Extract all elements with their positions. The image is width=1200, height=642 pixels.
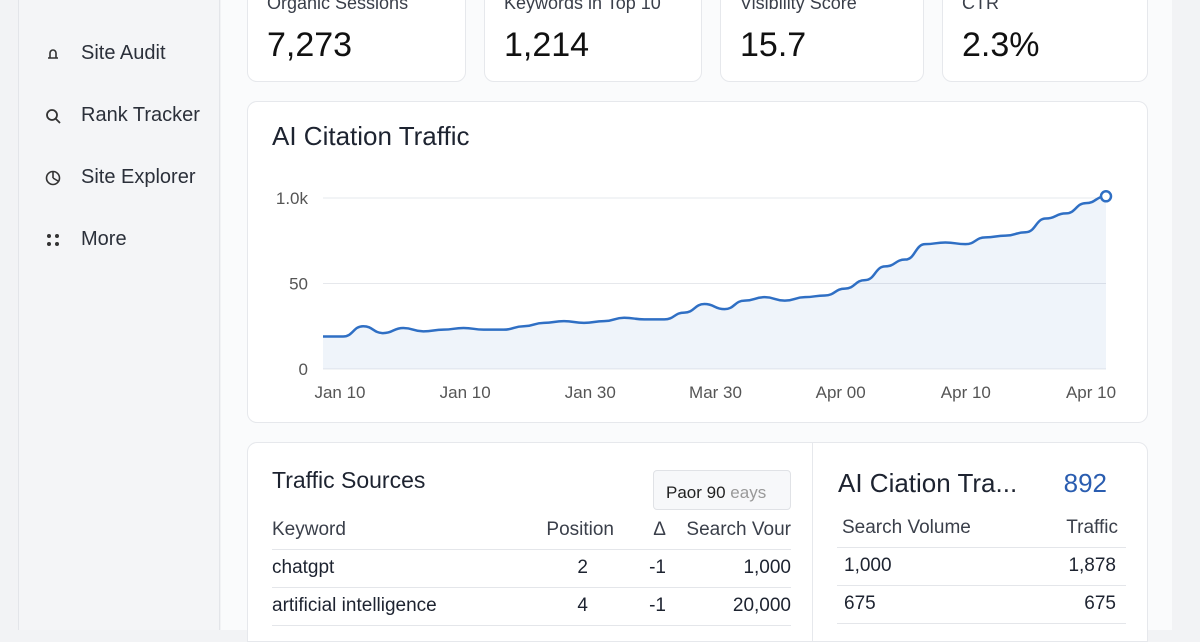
col-header: Position [544, 511, 614, 550]
citation-card: AI Ciation Tra... 892 Search Volume Traff… [812, 442, 1148, 642]
x-tick-label: Jan 30 [565, 383, 616, 402]
y-tick-label: 1.0k [276, 189, 309, 208]
nav-label: More [81, 228, 127, 250]
nav-item[interactable]: Site Explorer [45, 166, 196, 189]
nav-item[interactable]: More [45, 228, 127, 251]
sidebar: Site Audit Rank Tracker Site Explorer Mo… [18, 0, 220, 630]
x-tick-label: Apr 00 [816, 383, 866, 402]
keyword-table: Keyword Position Δ Search Vour chatgpt 2 -1 1,… [272, 511, 791, 626]
kpi-card: CTR 2.3% [942, 0, 1148, 82]
y-tick-label: 50 [289, 275, 308, 294]
area [323, 196, 1106, 369]
cell: 20,000 [666, 587, 791, 626]
chart-title: AI Citation Traffic [272, 121, 470, 151]
traffic-sources-card: Traffic Sources Paor 90 eays Keyword Posi… [247, 442, 813, 642]
cell: 2 [544, 549, 614, 588]
col-header: Traffic [1036, 509, 1126, 548]
button-label: Paor 90 [666, 483, 726, 502]
cell: 675 [837, 585, 1037, 624]
kpi-card: Organic Sessions 7,273 [247, 0, 466, 82]
citation-table: Search Volume Traffic 1,000 1,878 675 675 [837, 509, 1126, 624]
nav-item[interactable]: Rank Tracker [45, 104, 200, 127]
y-tick-label: 0 [299, 360, 308, 379]
x-tick-label: Mar 30 [689, 383, 742, 402]
chart: AI Citation Traffic 0 50 1.0k Jan 10 Jan 10 J… [272, 121, 1116, 402]
card-value: 892 [1063, 468, 1107, 498]
cell: -1 [614, 587, 666, 626]
cell: 675 [1036, 585, 1126, 624]
cell: chatgpt [272, 549, 544, 588]
nav-item[interactable]: Site Audit [45, 42, 166, 65]
kpi-card: Keywords in Top 10 1,214 [484, 0, 702, 82]
end-point [1099, 190, 1113, 203]
x-tick-label: Jan 10 [314, 383, 365, 402]
kpi-value: 15.7 [740, 26, 807, 64]
col-header: Δ [614, 511, 666, 550]
x-tick-label: Apr 10 [1066, 383, 1116, 402]
cell: -1 [614, 549, 666, 588]
nav-label: Site Audit [81, 42, 166, 64]
card-title: Traffic Sources [272, 467, 426, 493]
kpi-value: 7,273 [267, 26, 353, 64]
kpi-label: Visibility Score [740, 0, 857, 13]
x-tick-label: Jan 10 [440, 383, 491, 402]
cell: 1,000 [837, 547, 1037, 586]
cell: 1,878 [1036, 547, 1126, 586]
button-label: eays [730, 483, 767, 502]
col-header: Search Vour [666, 511, 791, 550]
cell: 1,000 [666, 549, 791, 588]
col-header: Search Volume [837, 509, 1037, 548]
kpi-label: Keywords in Top 10 [504, 0, 661, 13]
col-header: Keyword [272, 511, 544, 550]
cell: 4 [544, 587, 614, 626]
nav-label: Site Explorer [81, 166, 196, 188]
line [323, 195, 1107, 338]
period-button[interactable]: Paor 90 eays [653, 470, 791, 510]
chart-card: AI Citation Traffic 0 50 1.0k Jan 10 Jan 10 J… [247, 101, 1148, 423]
kpi-value: 1,214 [504, 26, 590, 64]
x-tick-label: Apr 10 [941, 383, 991, 402]
nav-label: Rank Tracker [81, 104, 200, 126]
kpi-value: 2.3% [962, 26, 1040, 64]
kpi-card: Visibility Score 15.7 [720, 0, 924, 82]
card-title: AI Ciation Tra... [838, 468, 1018, 498]
cell: artificial intelligence [272, 587, 544, 626]
kpi-label: Organic Sessions [267, 0, 409, 13]
kpi-label: CTR [962, 0, 999, 13]
